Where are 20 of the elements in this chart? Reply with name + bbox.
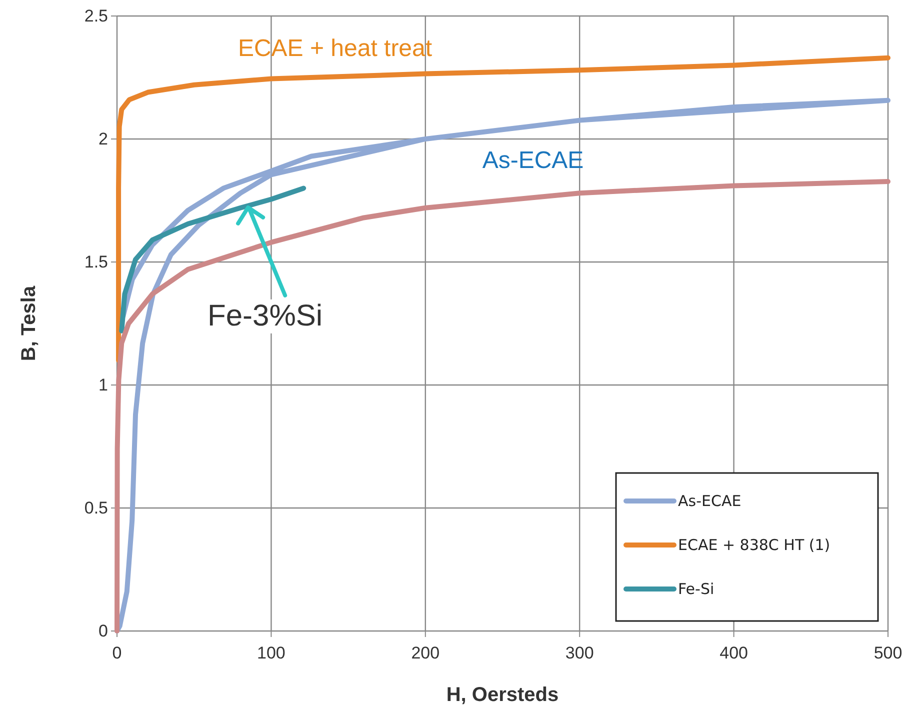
legend-label: As-ECAE: [678, 492, 742, 510]
x-tick-label: 100: [257, 644, 286, 663]
x-tick-label: 500: [874, 644, 902, 663]
y-tick-label: 0: [98, 621, 108, 640]
annotation: As-ECAE: [482, 147, 584, 174]
legend-label: Fe-Si: [678, 580, 714, 598]
x-tick-label: 0: [112, 644, 122, 663]
annotation: ECAE + heat treat: [238, 35, 432, 62]
y-tick-label: 2.5: [84, 6, 108, 26]
y-tick-label: 1: [98, 375, 108, 394]
y-axis-title: B, Tesla: [18, 285, 40, 362]
y-tick-label: 0.5: [84, 498, 108, 518]
annotation: Fe-3%Si: [208, 299, 323, 332]
y-tick-label: 2: [98, 129, 108, 148]
legend-label: ECAE + 838C HT (1): [678, 536, 830, 554]
y-tick-label: 1.5: [84, 252, 108, 272]
x-tick-label: 200: [411, 644, 440, 663]
x-tick-label: 300: [565, 644, 594, 663]
x-axis-title: H, Oersteds: [446, 684, 559, 706]
x-tick-label: 400: [720, 644, 748, 663]
